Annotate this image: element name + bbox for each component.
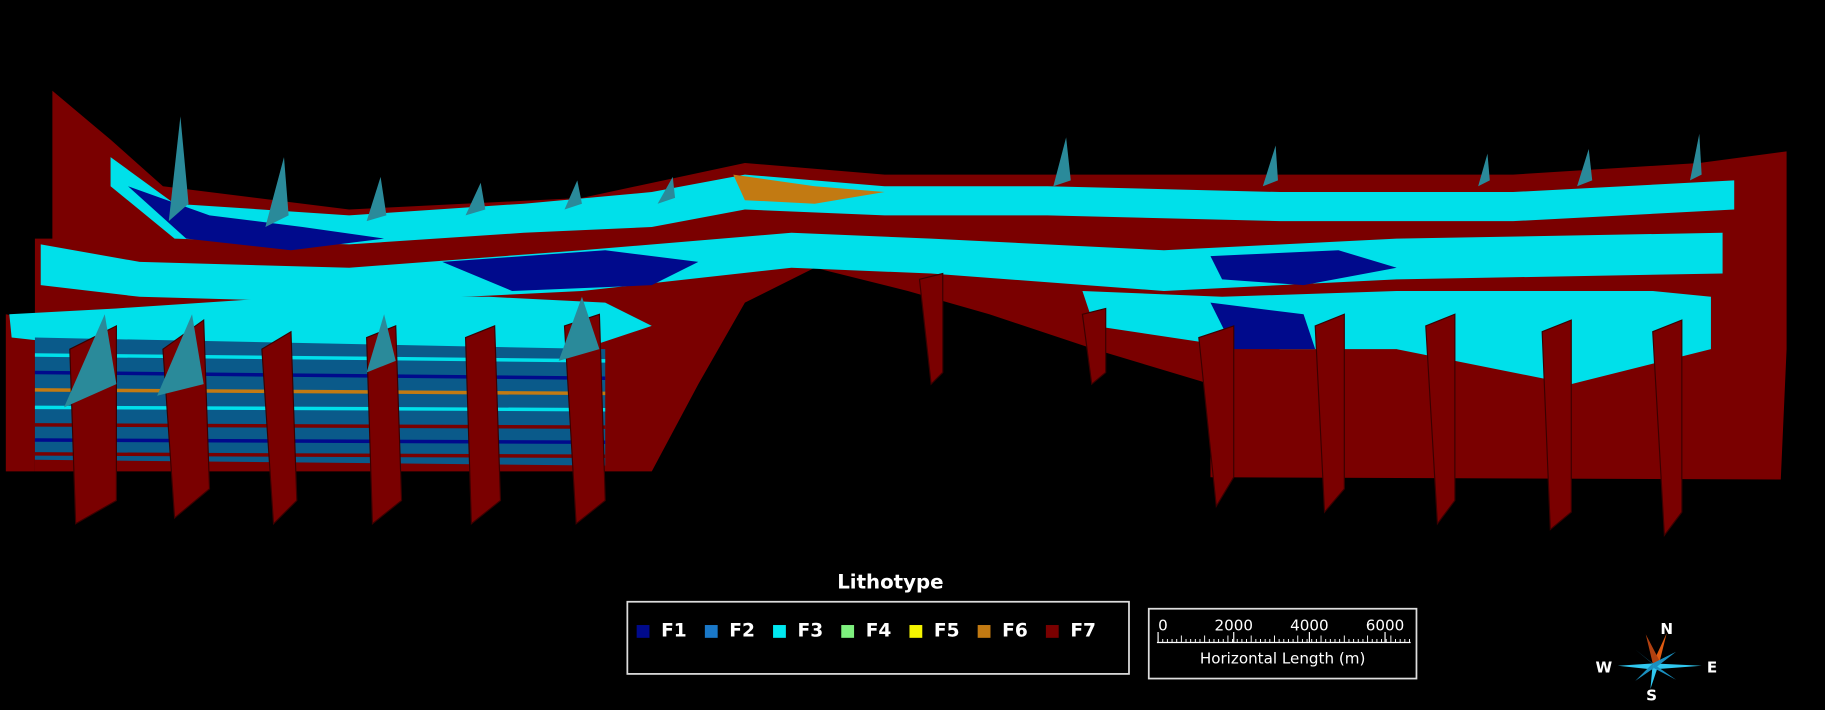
legend-swatch: [977, 625, 991, 638]
legend-label: F7: [1070, 620, 1096, 641]
legend-swatch: [1045, 625, 1059, 638]
legend-label: F5: [934, 620, 960, 641]
legend-swatch: [841, 625, 855, 638]
fence-model: [5, 90, 1787, 538]
front-strata: [34, 353, 606, 459]
compass-n: N: [1660, 620, 1673, 638]
red-body-edge: [5, 314, 35, 472]
legend-swatch: [636, 625, 650, 638]
compass-w: W: [1596, 659, 1613, 677]
surface-middle: [40, 232, 1723, 303]
legend-swatch: [773, 625, 786, 638]
surface-middle-blue-2: [1210, 250, 1397, 286]
legend-items: F1 F2 F3 F4 F5 F6 F7: [636, 620, 1096, 641]
compass: N S W E: [1596, 620, 1718, 704]
surface-upper-brown: [733, 174, 885, 204]
legend-label: F4: [866, 620, 892, 641]
compass-s: S: [1646, 687, 1657, 705]
legend-label: F3: [798, 620, 824, 641]
scale-tick-label: 0: [1158, 617, 1168, 635]
panel-tops: [64, 116, 1702, 408]
legend-swatch: [704, 625, 718, 638]
surface-upper: [110, 157, 1735, 245]
surface-lower-right-blue: [1210, 302, 1316, 350]
scale-ticks: 0 2000 4000 6000: [1157, 617, 1410, 643]
legend-label: F6: [1002, 620, 1028, 641]
compass-e: E: [1707, 659, 1717, 677]
legend-box: [626, 600, 1130, 675]
legend-label: F1: [661, 620, 687, 641]
scale-tick-label: 2000: [1214, 617, 1253, 635]
scale-bar-label: Horizontal Length (m): [1200, 649, 1366, 667]
scale-tick-label: 6000: [1366, 617, 1405, 635]
scale-bar-box: [1147, 607, 1418, 680]
legend-title: Lithotype: [837, 571, 943, 594]
surface-upper-blue: [128, 186, 385, 251]
legend-swatch: [909, 625, 923, 638]
legend-label: F2: [729, 620, 755, 641]
scale-tick-label: 4000: [1290, 617, 1329, 635]
surface-middle-blue: [442, 250, 699, 291]
